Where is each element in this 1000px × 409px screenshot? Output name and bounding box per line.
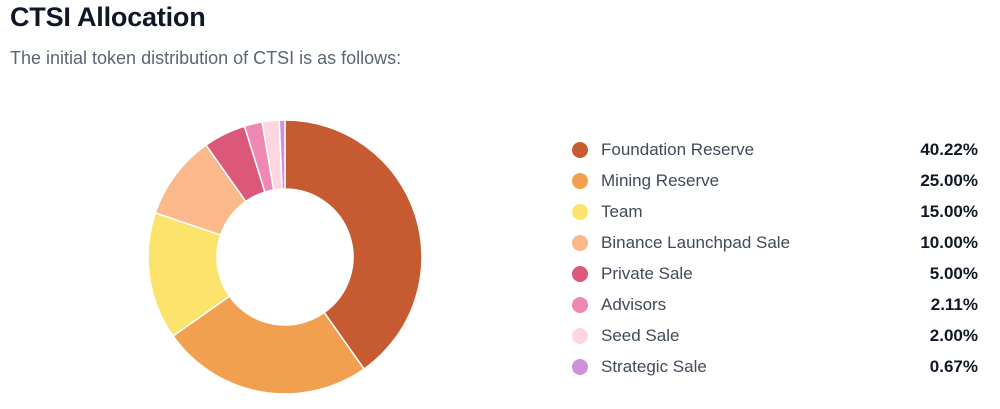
legend-item[interactable]: Private Sale 5.00% [572, 258, 978, 289]
chart-legend: Foundation Reserve 40.22% Mining Reserve… [572, 134, 978, 382]
legend-item[interactable]: Mining Reserve 25.00% [572, 165, 978, 196]
legend-item[interactable]: Advisors 2.11% [572, 289, 978, 320]
legend-item[interactable]: Strategic Sale 0.67% [572, 351, 978, 382]
donut-slice-foundation-reserve[interactable] [284, 119, 423, 370]
legend-label: Binance Launchpad Sale [601, 232, 791, 252]
legend-color-dot [572, 296, 588, 313]
legend-value: 0.67% [929, 356, 978, 376]
legend-value: 25.00% [920, 170, 978, 190]
legend-value: 5.00% [929, 263, 978, 283]
allocation-donut-chart [147, 119, 423, 395]
legend-label: Seed Sale [601, 325, 680, 345]
legend-value: 10.00% [920, 232, 978, 252]
legend-value: 15.00% [920, 201, 978, 221]
donut-slice-strategic-sale[interactable] [278, 119, 286, 190]
page-title: CTSI Allocation [10, 2, 206, 32]
legend-item[interactable]: Team 15.00% [572, 196, 978, 227]
legend-label: Strategic Sale [601, 356, 707, 376]
legend-color-dot [572, 265, 588, 282]
legend-item[interactable]: Binance Launchpad Sale 10.00% [572, 227, 978, 258]
legend-item[interactable]: Seed Sale 2.00% [572, 320, 978, 351]
legend-value: 2.11% [930, 294, 978, 314]
legend-value: 2.00% [929, 325, 978, 345]
donut-slice-mining-reserve[interactable] [172, 295, 366, 395]
legend-color-dot [572, 327, 588, 344]
legend-item[interactable]: Foundation Reserve 40.22% [572, 134, 978, 165]
page-subtitle: The initial token distribution of CTSI i… [10, 48, 402, 68]
legend-color-dot [572, 203, 588, 220]
legend-label: Team [601, 201, 643, 221]
legend-label: Private Sale [601, 263, 693, 283]
legend-label: Mining Reserve [601, 170, 720, 190]
legend-color-dot [572, 141, 588, 158]
legend-label: Foundation Reserve [601, 139, 755, 159]
legend-color-dot [572, 358, 588, 375]
legend-color-dot [572, 172, 588, 189]
legend-label: Advisors [601, 294, 667, 314]
legend-value: 40.22% [920, 139, 978, 159]
legend-color-dot [572, 234, 588, 251]
